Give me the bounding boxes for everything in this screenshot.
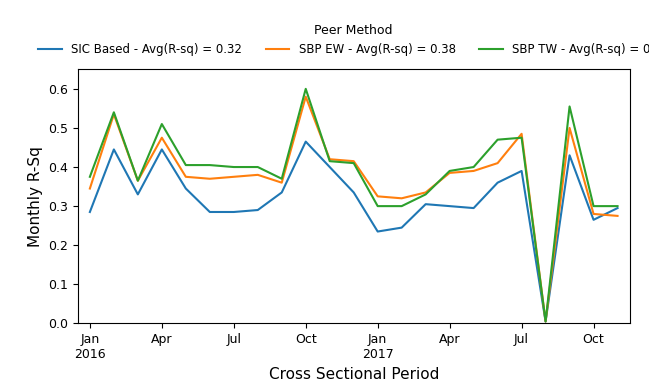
SBP TW - Avg(R-sq) = 0.40 <box>614 204 622 208</box>
SBP TW - Avg(R-sq) = 0.40 <box>350 161 358 166</box>
SBP TW - Avg(R-sq) = 0.40 <box>494 137 502 142</box>
SBP EW - Avg(R-sq) = 0.38 <box>422 190 430 195</box>
SBP EW - Avg(R-sq) = 0.38 <box>446 171 454 175</box>
SIC Based - Avg(R-sq) = 0.32 <box>566 153 574 157</box>
Line: SBP EW - Avg(R-sq) = 0.38: SBP EW - Avg(R-sq) = 0.38 <box>90 97 618 321</box>
SBP EW - Avg(R-sq) = 0.38 <box>470 169 478 173</box>
SBP TW - Avg(R-sq) = 0.40 <box>590 204 598 208</box>
SIC Based - Avg(R-sq) = 0.32 <box>374 229 382 234</box>
SBP TW - Avg(R-sq) = 0.40 <box>230 165 238 169</box>
SBP TW - Avg(R-sq) = 0.40 <box>86 174 93 179</box>
SBP TW - Avg(R-sq) = 0.40 <box>422 192 430 197</box>
SBP EW - Avg(R-sq) = 0.38 <box>374 194 382 199</box>
SIC Based - Avg(R-sq) = 0.32 <box>254 208 262 213</box>
SBP EW - Avg(R-sq) = 0.38 <box>566 126 574 130</box>
SBP TW - Avg(R-sq) = 0.40 <box>542 319 550 324</box>
SBP EW - Avg(R-sq) = 0.38 <box>518 132 526 136</box>
Legend: SIC Based - Avg(R-sq) = 0.32, SBP EW - Avg(R-sq) = 0.38, SBP TW - Avg(R-sq) = 0.: SIC Based - Avg(R-sq) = 0.32, SBP EW - A… <box>33 19 649 61</box>
SBP EW - Avg(R-sq) = 0.38 <box>302 94 310 99</box>
SBP EW - Avg(R-sq) = 0.38 <box>494 161 502 166</box>
SBP TW - Avg(R-sq) = 0.40 <box>158 122 165 126</box>
SBP EW - Avg(R-sq) = 0.38 <box>590 212 598 216</box>
SBP EW - Avg(R-sq) = 0.38 <box>326 157 334 162</box>
SIC Based - Avg(R-sq) = 0.32 <box>470 206 478 210</box>
Line: SIC Based - Avg(R-sq) = 0.32: SIC Based - Avg(R-sq) = 0.32 <box>90 142 618 321</box>
SBP EW - Avg(R-sq) = 0.38 <box>614 214 622 218</box>
SBP TW - Avg(R-sq) = 0.40 <box>326 159 334 164</box>
SIC Based - Avg(R-sq) = 0.32 <box>350 190 358 195</box>
SIC Based - Avg(R-sq) = 0.32 <box>302 139 310 144</box>
SBP EW - Avg(R-sq) = 0.38 <box>86 186 93 191</box>
SBP EW - Avg(R-sq) = 0.38 <box>350 159 358 164</box>
SIC Based - Avg(R-sq) = 0.32 <box>518 169 526 173</box>
SBP TW - Avg(R-sq) = 0.40 <box>254 165 262 169</box>
Line: SBP TW - Avg(R-sq) = 0.40: SBP TW - Avg(R-sq) = 0.40 <box>90 89 618 321</box>
SBP TW - Avg(R-sq) = 0.40 <box>566 104 574 109</box>
SBP EW - Avg(R-sq) = 0.38 <box>182 174 190 179</box>
SIC Based - Avg(R-sq) = 0.32 <box>494 180 502 185</box>
SIC Based - Avg(R-sq) = 0.32 <box>86 210 93 214</box>
SBP EW - Avg(R-sq) = 0.38 <box>158 136 165 140</box>
SIC Based - Avg(R-sq) = 0.32 <box>278 190 286 195</box>
SBP TW - Avg(R-sq) = 0.40 <box>398 204 406 208</box>
SIC Based - Avg(R-sq) = 0.32 <box>134 192 141 197</box>
SBP EW - Avg(R-sq) = 0.38 <box>254 172 262 177</box>
SBP TW - Avg(R-sq) = 0.40 <box>182 163 190 167</box>
SIC Based - Avg(R-sq) = 0.32 <box>230 210 238 214</box>
SIC Based - Avg(R-sq) = 0.32 <box>182 186 190 191</box>
SBP EW - Avg(R-sq) = 0.38 <box>110 112 117 117</box>
SIC Based - Avg(R-sq) = 0.32 <box>206 210 214 214</box>
SIC Based - Avg(R-sq) = 0.32 <box>614 206 622 210</box>
SBP EW - Avg(R-sq) = 0.38 <box>134 178 141 183</box>
SBP TW - Avg(R-sq) = 0.40 <box>374 204 382 208</box>
X-axis label: Cross Sectional Period: Cross Sectional Period <box>269 367 439 382</box>
SBP TW - Avg(R-sq) = 0.40 <box>278 176 286 181</box>
Y-axis label: Monthly R-Sq: Monthly R-Sq <box>28 146 43 247</box>
SIC Based - Avg(R-sq) = 0.32 <box>326 165 334 169</box>
SBP TW - Avg(R-sq) = 0.40 <box>446 169 454 173</box>
SBP EW - Avg(R-sq) = 0.38 <box>542 319 550 324</box>
SIC Based - Avg(R-sq) = 0.32 <box>398 225 406 230</box>
SBP EW - Avg(R-sq) = 0.38 <box>278 180 286 185</box>
SIC Based - Avg(R-sq) = 0.32 <box>446 204 454 208</box>
SBP EW - Avg(R-sq) = 0.38 <box>398 196 406 201</box>
SIC Based - Avg(R-sq) = 0.32 <box>542 319 550 324</box>
SIC Based - Avg(R-sq) = 0.32 <box>590 218 598 222</box>
SIC Based - Avg(R-sq) = 0.32 <box>110 147 117 152</box>
SBP EW - Avg(R-sq) = 0.38 <box>206 176 214 181</box>
SIC Based - Avg(R-sq) = 0.32 <box>422 202 430 206</box>
SBP TW - Avg(R-sq) = 0.40 <box>302 87 310 91</box>
SBP TW - Avg(R-sq) = 0.40 <box>518 136 526 140</box>
SBP TW - Avg(R-sq) = 0.40 <box>206 163 214 167</box>
SBP TW - Avg(R-sq) = 0.40 <box>110 110 117 115</box>
SBP TW - Avg(R-sq) = 0.40 <box>134 178 141 183</box>
SIC Based - Avg(R-sq) = 0.32 <box>158 147 165 152</box>
SBP TW - Avg(R-sq) = 0.40 <box>470 165 478 169</box>
SBP EW - Avg(R-sq) = 0.38 <box>230 174 238 179</box>
